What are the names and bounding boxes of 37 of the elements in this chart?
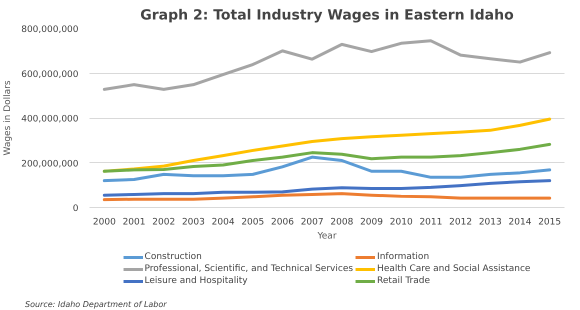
x-tick-label: 2003	[182, 218, 205, 228]
y-tick-label: 200,000,000	[21, 159, 79, 170]
line-series	[102, 142, 552, 173]
x-tick-label: 2006	[271, 218, 294, 228]
legend-label: Construction	[144, 252, 202, 262]
x-tick-label: 2009	[360, 218, 384, 228]
legend-label: Leisure and Hospitality	[144, 276, 248, 286]
line-series	[102, 179, 552, 197]
x-tick-label: 2014	[508, 218, 532, 228]
legend-label: Professional, Scientific, and Technical Services	[144, 264, 354, 274]
x-tick-label: 2012	[449, 218, 472, 228]
x-tick-label: 2005	[241, 218, 264, 228]
x-tick-label: 2004	[212, 218, 235, 228]
x-axis-title: Year	[316, 232, 337, 242]
line-series	[102, 39, 552, 91]
x-tick-label: 2001	[122, 218, 146, 228]
y-tick-label: 600,000,000	[21, 70, 79, 80]
y-tick-label: 400,000,000	[21, 114, 79, 124]
x-tick-label: 2011	[419, 218, 442, 228]
y-axis-title: Wages in Dollars	[3, 80, 14, 156]
x-tick-label: 2002	[152, 218, 176, 228]
x-tick-label: 2000	[92, 218, 116, 228]
line-series	[102, 156, 552, 182]
x-tick-label: 2013	[478, 218, 502, 228]
x-tick-label: 2010	[390, 218, 413, 228]
x-tick-label: 2007	[300, 218, 324, 228]
legend-label: Information	[377, 252, 430, 262]
chart-title: Graph 2: Total Industry Wages in Eastern Idaho	[140, 8, 514, 24]
x-tick-label: 2008	[330, 218, 354, 228]
x-tick-label: 2015	[538, 218, 562, 228]
y-tick-label: 800,000,000	[21, 25, 79, 35]
line-series	[102, 118, 552, 173]
line-series	[102, 192, 552, 202]
y-tick-label: 0	[72, 204, 79, 214]
legend-label: Retail Trade	[377, 276, 430, 286]
legend-label: Health Care and Social Assistance	[377, 264, 530, 274]
source-note: Source: Idaho Department of Labor	[25, 299, 167, 310]
